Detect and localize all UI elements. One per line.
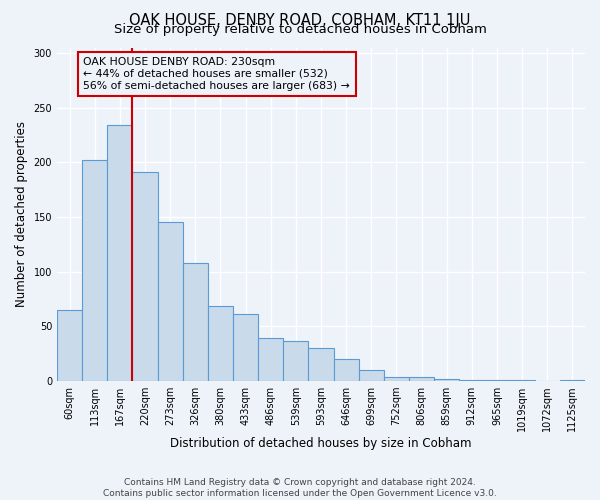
Bar <box>258 338 283 381</box>
Bar <box>409 376 434 381</box>
Bar <box>158 222 183 381</box>
Y-axis label: Number of detached properties: Number of detached properties <box>15 122 28 308</box>
Text: Size of property relative to detached houses in Cobham: Size of property relative to detached ho… <box>113 22 487 36</box>
Bar <box>208 306 233 381</box>
Bar <box>509 380 535 381</box>
Bar <box>560 380 585 381</box>
Bar <box>484 380 509 381</box>
Bar <box>459 380 484 381</box>
Bar <box>359 370 384 381</box>
Bar <box>57 310 82 381</box>
X-axis label: Distribution of detached houses by size in Cobham: Distribution of detached houses by size … <box>170 437 472 450</box>
Text: OAK HOUSE DENBY ROAD: 230sqm
← 44% of detached houses are smaller (532)
56% of s: OAK HOUSE DENBY ROAD: 230sqm ← 44% of de… <box>83 58 350 90</box>
Bar <box>82 160 107 381</box>
Bar <box>133 172 158 381</box>
Bar <box>183 263 208 381</box>
Bar <box>334 359 359 381</box>
Bar <box>283 340 308 381</box>
Bar <box>233 314 258 381</box>
Bar <box>434 379 459 381</box>
Text: OAK HOUSE, DENBY ROAD, COBHAM, KT11 1JU: OAK HOUSE, DENBY ROAD, COBHAM, KT11 1JU <box>130 12 470 28</box>
Bar <box>384 376 409 381</box>
Bar <box>308 348 334 381</box>
Bar <box>107 125 133 381</box>
Text: Contains HM Land Registry data © Crown copyright and database right 2024.
Contai: Contains HM Land Registry data © Crown c… <box>103 478 497 498</box>
